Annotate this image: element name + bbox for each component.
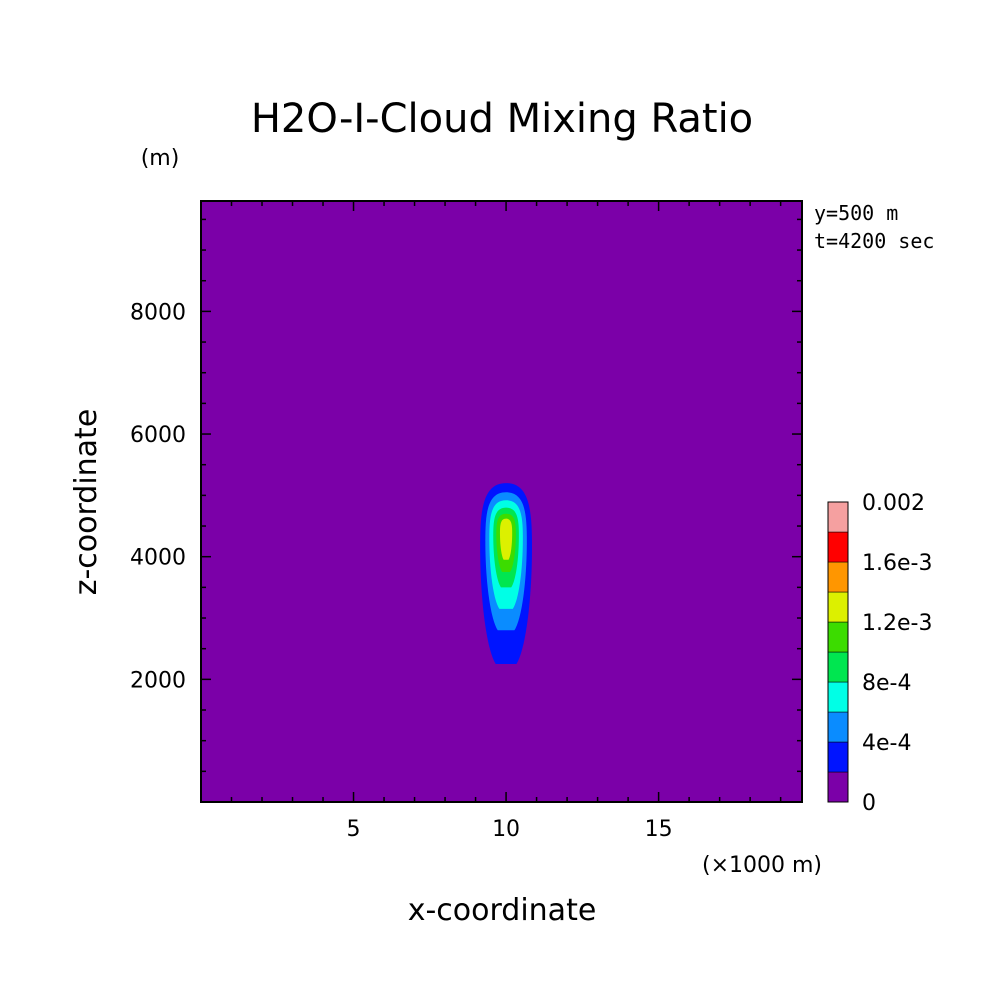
y-tick-label: 8000 [130, 300, 186, 325]
x-axis-label: x-coordinate [408, 893, 597, 928]
y-tick-label: 2000 [130, 668, 186, 693]
chart-title: H2O-I-Cloud Mixing Ratio [251, 96, 753, 142]
y-tick-labels: 2000 4000 6000 8000 [130, 300, 186, 693]
y-unit-label: (m) [141, 146, 180, 171]
colorbar-segment [827, 681, 849, 713]
colorbar-segment [827, 711, 849, 743]
x-unit-label: (×1000 m) [702, 853, 822, 878]
plot-frame [200, 200, 803, 803]
colorbar-tick-label: 0 [862, 791, 876, 816]
colorbar-frame [827, 501, 849, 803]
colorbar-tick-label: 0.002 [862, 491, 925, 516]
colorbar-segment [827, 621, 849, 653]
colorbar [827, 501, 849, 803]
info-line-y: y=500 m [814, 201, 898, 225]
colorbar-segment [827, 531, 849, 563]
colorbar-segment [827, 741, 849, 773]
contour-fills [480, 483, 533, 665]
colorbar-labels: 0 4e-4 8e-4 1.2e-3 1.6e-3 0.002 [862, 491, 932, 816]
colorbar-segment [827, 561, 849, 593]
y-tick-label: 4000 [130, 546, 186, 571]
colorbar-segment [827, 591, 849, 623]
y-tick-label: 6000 [130, 423, 186, 448]
colorbar-tick-label: 1.6e-3 [862, 551, 932, 576]
colorbar-segment [827, 501, 849, 533]
x-tick-label: 5 [347, 817, 361, 842]
colorbar-segment [827, 651, 849, 683]
x-tick-label: 10 [492, 817, 520, 842]
colorbar-segment [827, 771, 849, 803]
colorbar-tick-label: 8e-4 [862, 671, 911, 696]
x-tick-labels: 5 10 15 [347, 817, 673, 842]
y-axis-label: z-coordinate [69, 409, 104, 596]
info-line-t: t=4200 sec [814, 229, 934, 253]
colorbar-tick-label: 4e-4 [862, 731, 911, 756]
contour-level-6 [499, 518, 513, 560]
x-tick-label: 15 [645, 817, 673, 842]
colorbar-tick-label: 1.2e-3 [862, 611, 932, 636]
